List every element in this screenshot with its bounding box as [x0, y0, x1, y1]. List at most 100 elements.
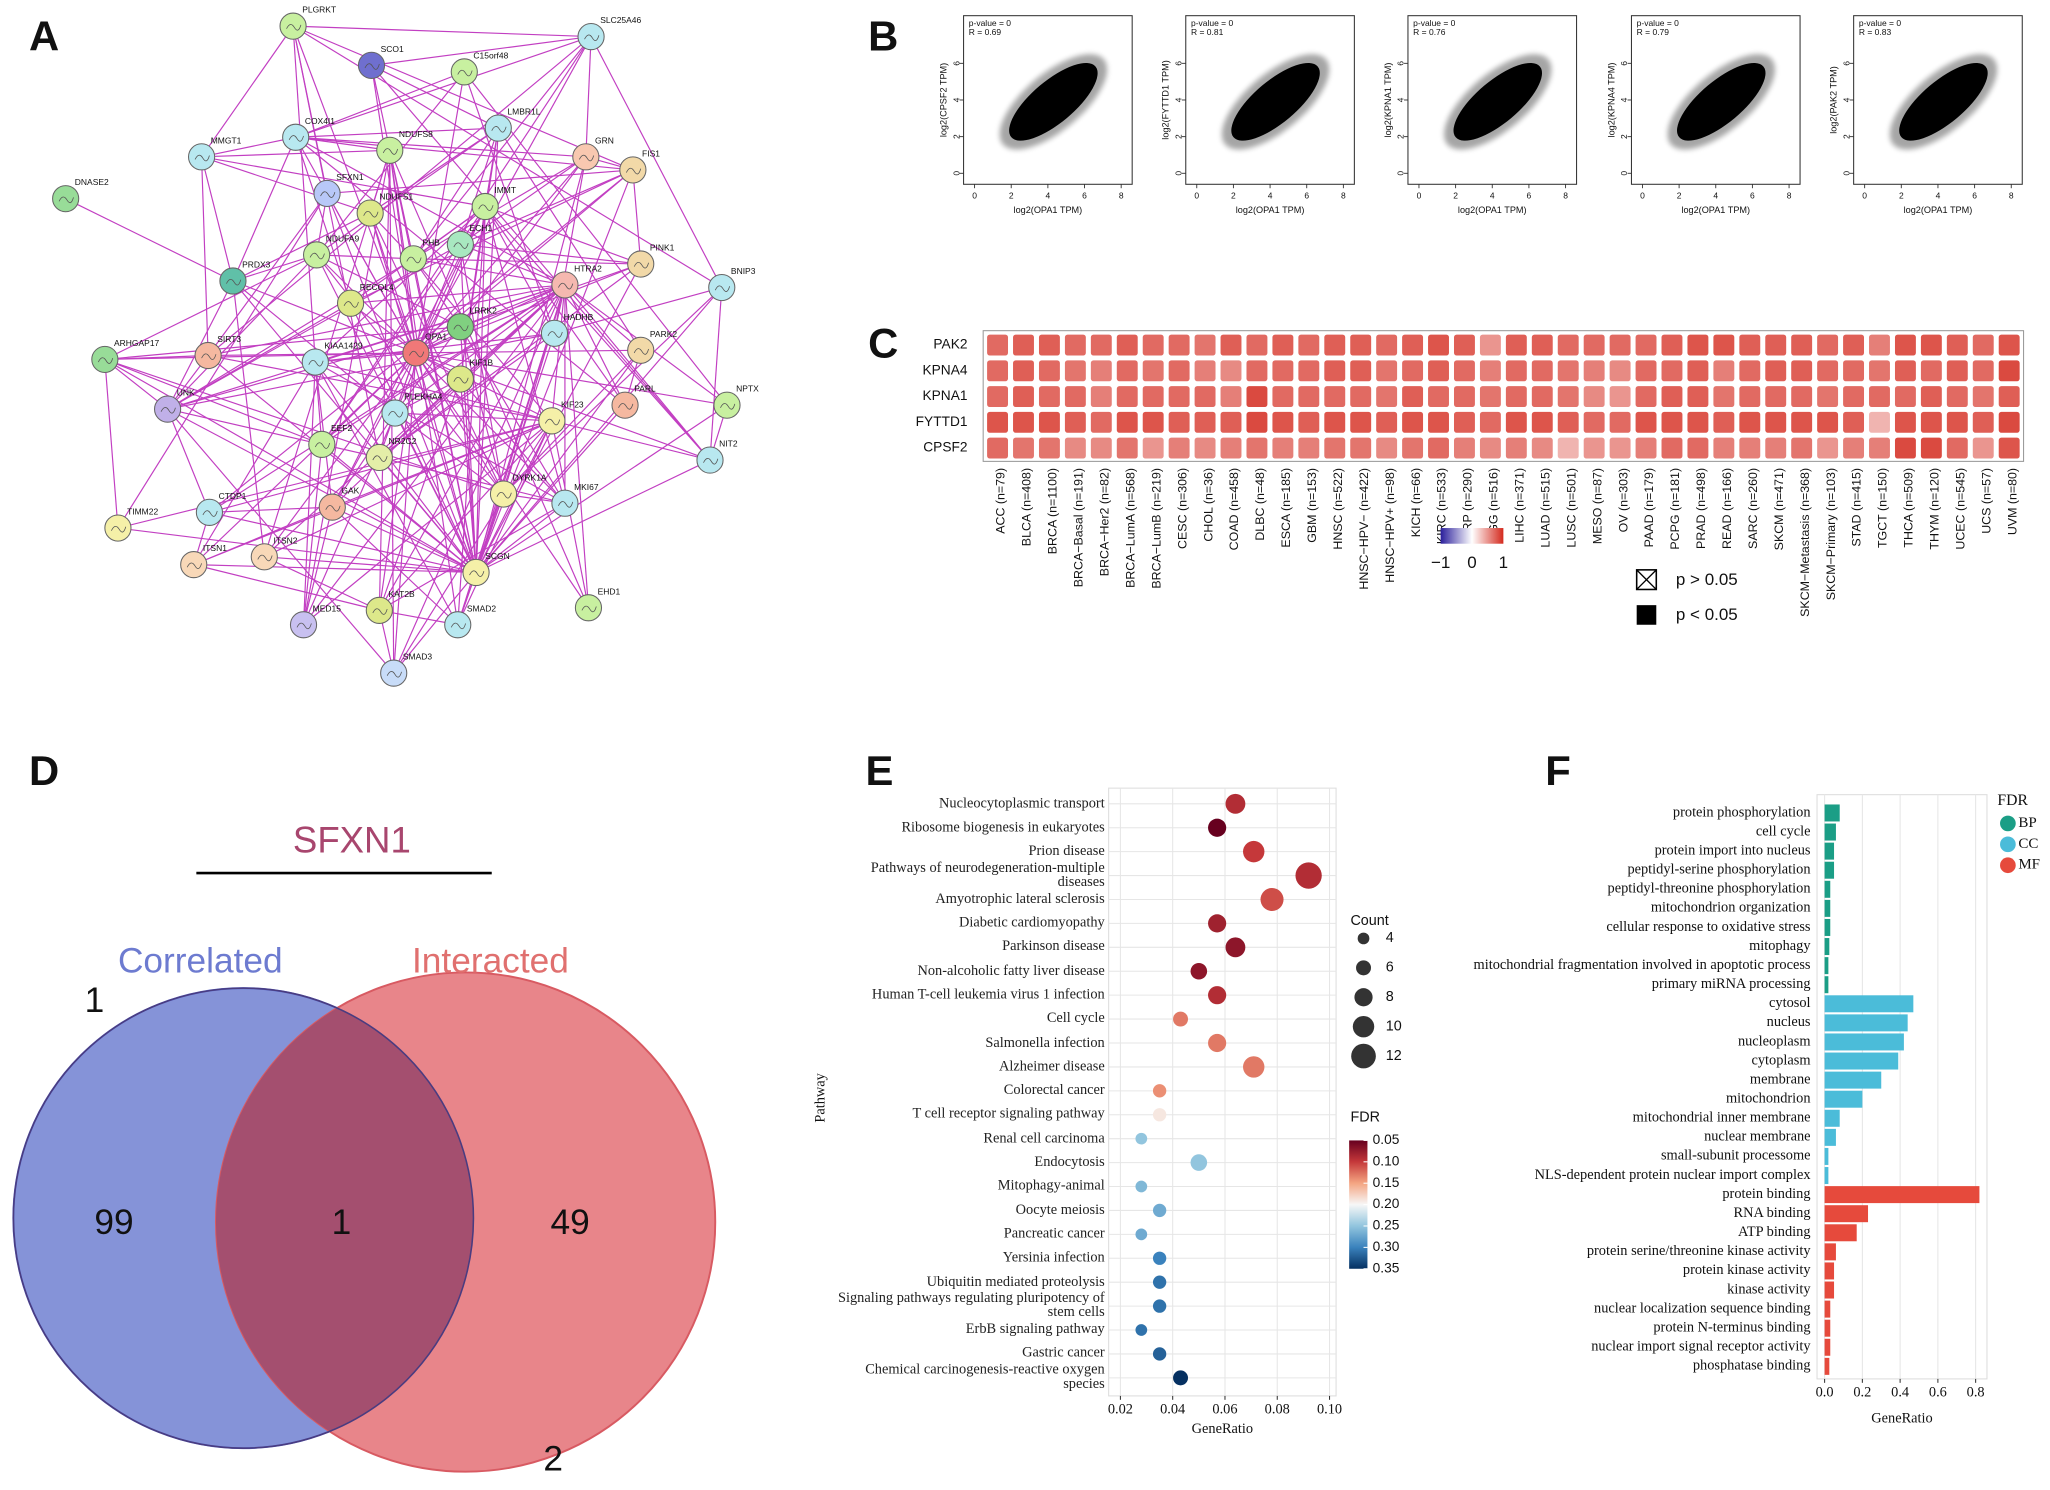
node-label: SCO1	[381, 44, 404, 54]
heatmap-cell	[1739, 411, 1761, 433]
x-tick-label: 0.08	[1265, 1402, 1290, 1418]
column-label: LUAD (n=515)	[1538, 468, 1552, 548]
x-tick-label: 8	[2009, 190, 2014, 200]
heatmap-cell	[1090, 360, 1112, 382]
node-glyph	[626, 167, 642, 175]
node-label: KIF1B	[470, 358, 494, 368]
network-edge	[295, 127, 499, 138]
column-label: LGG (n=516)	[1487, 468, 1501, 541]
heatmap-cell	[1013, 386, 1034, 408]
heatmap-cell	[1220, 386, 1242, 408]
heatmap-cell	[1324, 386, 1346, 408]
heatmap-cell	[1013, 437, 1034, 459]
node-label: GAK	[341, 486, 359, 496]
point-cloud	[1677, 62, 1766, 141]
heatmap-cell	[1946, 386, 1968, 408]
network-edge	[554, 286, 722, 334]
heatmap-cell	[1635, 411, 1657, 433]
heatmap-cell	[1687, 437, 1709, 459]
heatmap-cell	[1791, 437, 1813, 459]
heatmap-cell	[1998, 334, 2020, 356]
heatmap-cell	[1272, 360, 1294, 382]
network-edge	[167, 408, 395, 674]
y-tick-label: primary miRNA processing	[1652, 976, 1811, 992]
heatmap-cell	[1583, 334, 1605, 356]
bubble	[1152, 1251, 1167, 1265]
row-label: CPSF2	[923, 440, 967, 455]
column-label: KIRC (n=533)	[1435, 468, 1449, 544]
node-glyph	[286, 24, 302, 31]
set-label: 2	[543, 1440, 563, 1479]
network-edge	[232, 137, 297, 282]
network-edge	[393, 420, 553, 674]
column-label: OV (n=303)	[1616, 468, 1630, 532]
row-label: PAK2	[933, 337, 967, 352]
heatmap-cell	[1661, 411, 1683, 433]
column-label: KIRP (n=290)	[1461, 468, 1475, 543]
x-tick-label: 0	[1862, 190, 1867, 200]
heatmap-cell	[1557, 386, 1579, 408]
node-glyph	[372, 455, 388, 462]
y-tick-label: protein binding	[1722, 1186, 1810, 1202]
heatmap-cell	[1324, 411, 1346, 433]
node-glyph	[633, 348, 649, 355]
y-tick-label: ErbB signaling pathway	[965, 1321, 1105, 1338]
y-tick-label: nucleoplasm	[1738, 1033, 1811, 1049]
network-edge	[302, 506, 333, 625]
node-label: KAT2B	[388, 589, 415, 599]
category-label-box: Human T-cell leukemia virus 1 infection	[872, 987, 1105, 1001]
network-edge	[293, 25, 592, 38]
heatmap-cell	[1869, 386, 1890, 408]
heatmap-cell	[1713, 437, 1735, 459]
heatmap-cell	[1194, 386, 1216, 408]
point-cloud	[1899, 62, 1988, 141]
heatmap-cell	[1090, 411, 1112, 433]
heatmap-cell	[1583, 360, 1605, 382]
x-tick-label: 8	[1787, 190, 1792, 200]
network-edge	[302, 444, 323, 625]
legend-label: BP	[2018, 815, 2036, 831]
x-tick-label: 6	[1304, 190, 1309, 200]
network-edge	[332, 506, 477, 574]
column-label: ESCA (n=185)	[1279, 468, 1293, 548]
legend-swatch	[2000, 815, 2016, 832]
network-edge	[316, 127, 499, 256]
y-tick-label: Pancreatic cancer	[1003, 1225, 1105, 1242]
annotation: R = 0.79	[1637, 27, 1670, 37]
y-tick-label: Pathways of neurodegeneration-multiple d…	[870, 859, 1105, 890]
x-tick-label: 8	[1341, 190, 1346, 200]
x-tick-label: 0	[1194, 190, 1199, 200]
heatmap-cell	[1505, 386, 1527, 408]
legend-label: 6	[1386, 960, 1394, 976]
heatmap-cell	[1454, 386, 1475, 408]
heatmap-cell	[1194, 437, 1216, 459]
heatmap-cell	[1376, 411, 1398, 433]
node-label: SMAD3	[403, 652, 433, 662]
node-label: MED15	[313, 603, 342, 613]
heatmap-cell	[1661, 386, 1683, 408]
y-tick-label: 0	[951, 171, 961, 176]
node-label: PLEKHA4	[404, 392, 442, 402]
heatmap-cell	[1505, 437, 1527, 459]
node-glyph	[491, 126, 507, 133]
colorbar-tick-label: 0.10	[1373, 1153, 1400, 1168]
network-edge	[503, 287, 723, 495]
column-label: GBM (n=153)	[1305, 468, 1319, 543]
node-glyph	[308, 360, 324, 367]
column-label: LIHC (n=371)	[1513, 468, 1527, 543]
y-tick-label: ATP binding	[1738, 1224, 1810, 1240]
y-tick-label: membrane	[1750, 1071, 1811, 1087]
y-tick-label: 2	[951, 134, 961, 139]
heatmap-cell	[1064, 437, 1086, 459]
heatmap-cell	[1142, 386, 1164, 408]
y-tick-label: protein N-terminus binding	[1653, 1319, 1810, 1335]
heatmap-cell	[1168, 386, 1190, 408]
column-label: HNSC−HPV+ (n=98)	[1383, 468, 1397, 583]
heatmap-cell	[1272, 437, 1294, 459]
x-tick-label: 4	[1046, 190, 1051, 200]
panel-label: F	[1545, 747, 1571, 794]
bar	[1824, 899, 1831, 917]
y-tick-label: 4	[951, 97, 961, 102]
heatmap-cell	[1142, 437, 1164, 459]
category-label-box: Cell cycle	[1047, 1011, 1105, 1025]
